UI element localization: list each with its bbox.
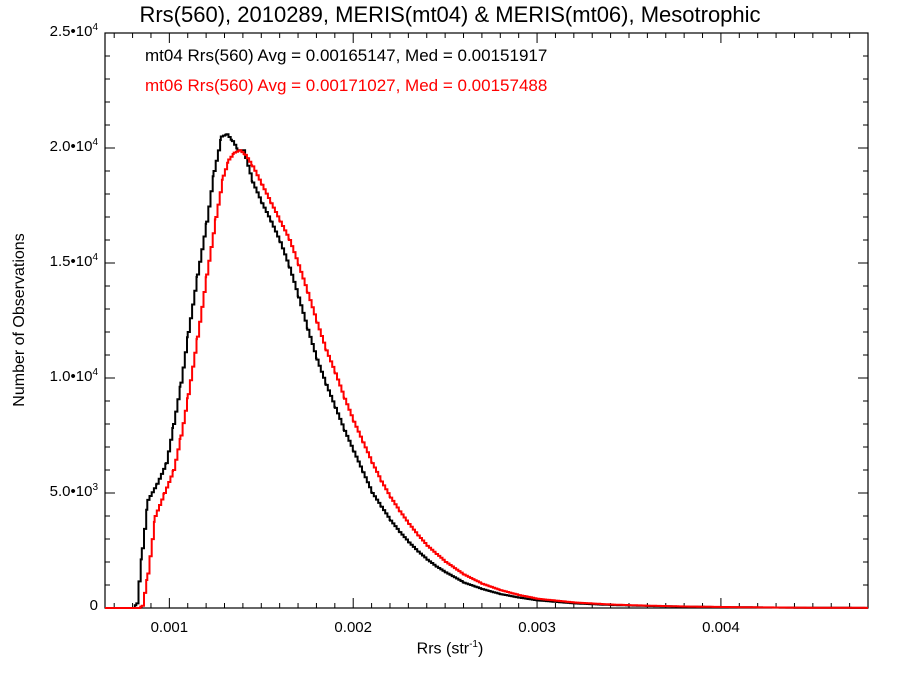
x-axis-label-exponent: -1 — [469, 639, 478, 650]
y-tick-label-text-4: 2.0•10 — [49, 138, 93, 155]
plot-frame — [104, 32, 869, 609]
y-tick-label-text-5: 2.5•10 — [49, 23, 93, 40]
y-tick-label-text-1: 5.0•10 — [49, 483, 93, 500]
y-tick-label-exponent-4: 4 — [92, 137, 98, 148]
x-tick-label-1: 0.002 — [334, 619, 372, 636]
y-tick-label-exponent-5: 4 — [92, 22, 98, 33]
x-axis-label-close: ) — [478, 640, 484, 658]
x-tick-label-3: 0.004 — [702, 619, 740, 636]
y-tick-label-2: 1.0•104 — [50, 367, 98, 385]
mt06-stats-text: mt06 Rrs(560) Avg = 0.00171027, Med = 0.… — [145, 76, 548, 95]
y-tick-label-exponent-2: 4 — [92, 367, 98, 378]
y-tick-label-4: 2.0•104 — [50, 137, 98, 155]
x-axis-label-text: Rrs (str — [416, 640, 470, 658]
y-tick-label-0: 0 — [90, 597, 98, 614]
y-tick-label-exponent-3: 4 — [92, 252, 98, 263]
x-axis-label: Rrs (str-1) — [0, 639, 900, 658]
y-tick-label-text-0: 0 — [89, 597, 98, 614]
y-tick-label-text-3: 1.5•10 — [49, 253, 93, 270]
chart-title: Rrs(560), 2010289, MERIS(mt04) & MERIS(m… — [139, 2, 761, 27]
y-tick-label-exponent-1: 3 — [92, 482, 98, 493]
y-tick-label-1: 5.0•103 — [50, 482, 98, 500]
x-tick-label-2: 0.003 — [518, 619, 556, 636]
y-tick-label-3: 1.5•104 — [50, 252, 98, 270]
series-line-mt06 — [105, 149, 868, 609]
y-axis-label: Number of Observations — [11, 233, 28, 407]
y-tick-label-5: 2.5•104 — [50, 22, 98, 40]
y-tick-label-text-2: 1.0•10 — [49, 368, 93, 385]
mt04-stats-text: mt04 Rrs(560) Avg = 0.00165147, Med = 0.… — [145, 46, 548, 65]
x-tick-label-0: 0.001 — [150, 619, 189, 636]
